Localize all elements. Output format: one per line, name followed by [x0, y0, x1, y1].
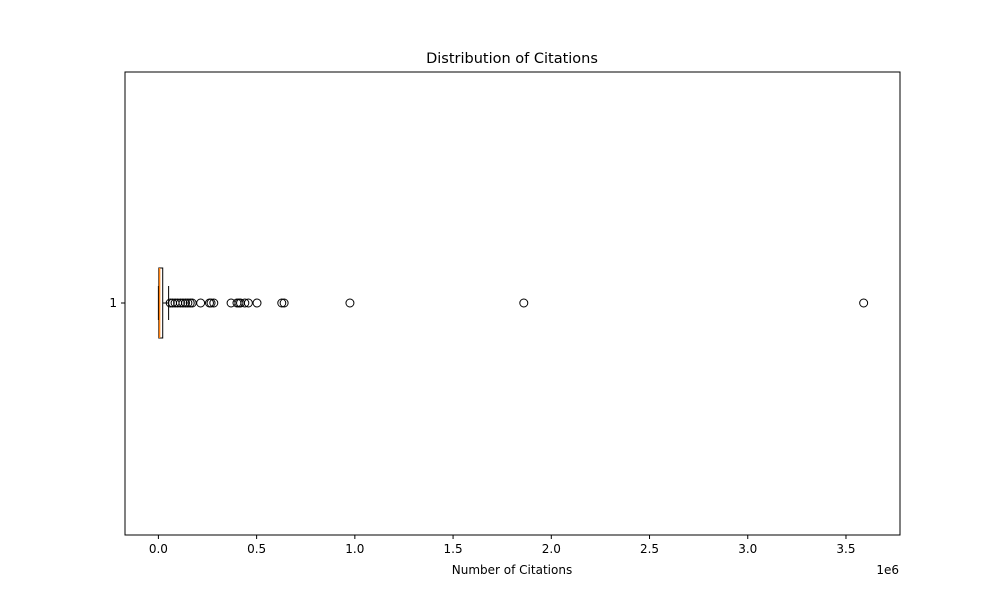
outlier-point-19: [243, 298, 253, 308]
outlier-point-5: [178, 298, 188, 308]
outlier-point-6: [181, 298, 191, 308]
chart-title: Distribution of Citations: [426, 51, 598, 67]
x-tick-label-6: 3.0: [738, 542, 757, 556]
y-tick-label-0: 1: [109, 296, 117, 310]
outlier-point-12: [206, 298, 216, 308]
x-tick-label-2: 1.0: [345, 542, 364, 556]
outlier-point-22: [279, 298, 289, 308]
outlier-point-4: [175, 298, 185, 308]
outlier-point-20: [252, 298, 262, 308]
outlier-point-13: [209, 298, 219, 308]
y-axis-ticks: 1: [109, 296, 125, 310]
outlier-point-0: [165, 298, 175, 308]
x-tick-label-7: 3.5: [836, 542, 855, 556]
x-offset-label: 1e6: [876, 563, 899, 577]
outlier-point-18: [240, 298, 250, 308]
x-axis-ticks: 0.0 0.5 1.0 1.5 2.0 2.5 3.0 3.5: [149, 535, 856, 556]
x-tick-label-1: 0.5: [247, 542, 266, 556]
x-tick-label-3: 1.5: [444, 542, 463, 556]
outlier-point-25: [859, 298, 869, 308]
outlier-point-24: [519, 298, 529, 308]
box-iqr: [158, 267, 164, 339]
x-tick-label-0: 0.0: [149, 542, 168, 556]
outlier-point-10: [196, 298, 206, 308]
outlier-point-23: [345, 298, 355, 308]
outlier-point-7: [183, 298, 193, 308]
plot-marks: [157, 267, 869, 339]
x-tick-label-4: 2.0: [542, 542, 561, 556]
x-tick-label-5: 2.5: [640, 542, 659, 556]
x-axis-label: Number of Citations: [452, 563, 572, 577]
outlier-point-21: [277, 298, 287, 308]
